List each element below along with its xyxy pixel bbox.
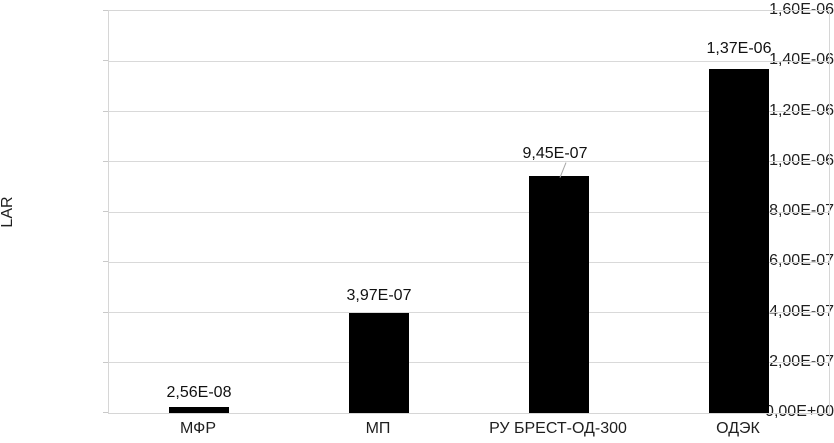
bar-value-label: 1,37E-06 [706,39,772,57]
y-axis-tick-label: 1,00E-06 [769,151,834,169]
bar-value-label: 3,97E-07 [346,287,412,305]
bar-2 [349,313,409,413]
y-axis-tick-label: 6,00E-07 [769,252,834,270]
y-axis-tick-mark [103,211,108,212]
gridline [109,111,829,112]
bar-3 [529,175,589,413]
category-label: ОДЭК [716,420,760,437]
category-label: РУ БРЕСТ-ОД-300 [489,420,627,437]
y-axis-tick-mark [103,10,108,11]
gridline [109,161,829,163]
y-axis-tick-mark [103,311,108,313]
plot-area: 2,56E-08 3,97E-07 9,45E-07 1,37E-06 [108,10,830,414]
y-axis-tick-label: 1,60E-06 [769,1,834,18]
category-label: МП [365,420,391,437]
gridline [109,60,829,62]
y-axis-tick-mark [103,412,108,413]
y-axis-tick-mark [103,160,108,162]
y-axis-tick-label: 1,20E-06 [769,101,834,119]
bar-4 [709,68,769,413]
y-axis-tick-label: 4,00E-07 [769,302,834,320]
bar-1 [169,406,229,413]
gridline [109,312,829,313]
y-axis-tick-mark [103,60,108,62]
y-axis-tick-mark [103,110,108,112]
y-axis-title: LAR [0,196,16,228]
y-axis-tick-label: 1,40E-06 [769,51,834,69]
gridline [109,261,829,263]
bar-value-label: 9,45E-07 [522,144,588,162]
y-axis-tick-mark [103,261,108,263]
y-axis-tick-mark [103,361,108,363]
gridline [109,211,829,213]
y-axis-tick-label: 0,00E+00 [765,403,834,420]
category-label: МФР [180,420,216,437]
y-axis-tick-label: 8,00E-07 [769,202,834,219]
gridline [109,362,829,364]
bar-value-label: 2,56E-08 [166,383,232,401]
y-axis-tick-label: 2,00E-07 [769,352,834,370]
